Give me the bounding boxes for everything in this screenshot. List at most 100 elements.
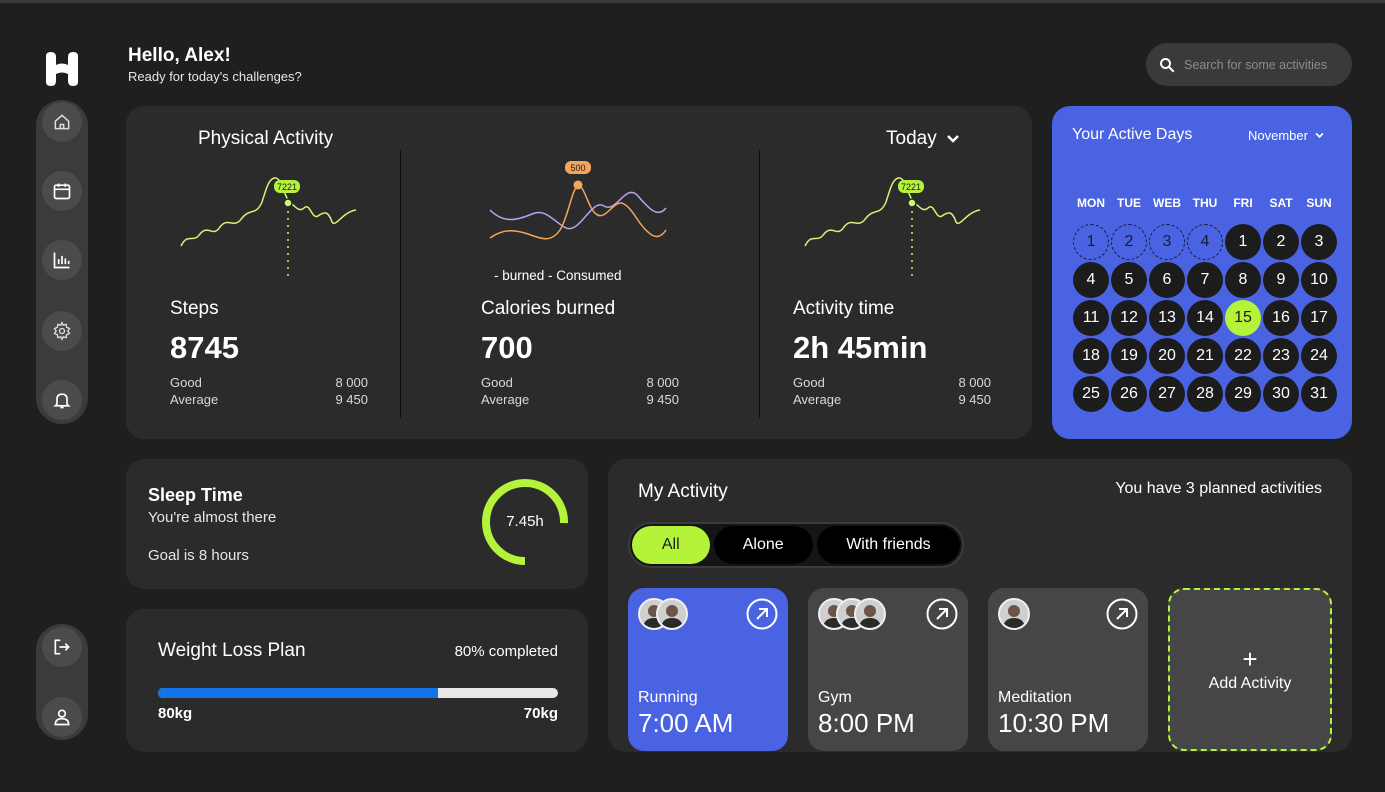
calendar-day[interactable]: 18 [1073, 338, 1109, 374]
activity-filter: All Alone With friends [628, 522, 964, 568]
nav-notifications[interactable] [42, 380, 82, 420]
calendar-day[interactable]: 17 [1301, 300, 1337, 336]
filter-alone[interactable]: Alone [713, 526, 813, 564]
calendar-day[interactable]: 9 [1263, 262, 1299, 298]
calendar-day-today[interactable]: 15 [1225, 300, 1261, 336]
arrow-up-right-icon[interactable] [926, 598, 958, 630]
calendar-day[interactable]: 16 [1263, 300, 1299, 336]
prev-month-day[interactable]: 2 [1111, 224, 1147, 260]
search-input[interactable] [1184, 57, 1334, 72]
calendar-day[interactable]: 21 [1187, 338, 1223, 374]
app-logo [46, 52, 78, 86]
calendar-day[interactable]: 24 [1301, 338, 1337, 374]
calendar-day[interactable]: 23 [1263, 338, 1299, 374]
calendar-day[interactable]: 25 [1073, 376, 1109, 412]
steps-marker-point [283, 198, 293, 208]
calendar-day[interactable]: 14 [1187, 300, 1223, 336]
filter-all[interactable]: All [632, 526, 710, 564]
average-value: 9 450 [646, 392, 679, 407]
profile-button[interactable] [42, 697, 82, 737]
sleep-value: 7.45h [506, 513, 544, 530]
calories-label: Calories burned [481, 298, 616, 319]
calendar-day[interactable]: 22 [1225, 338, 1261, 374]
calendar-day[interactable]: 1 [1225, 224, 1261, 260]
prev-month-day[interactable]: 4 [1187, 224, 1223, 260]
calendar-day[interactable]: 19 [1111, 338, 1147, 374]
activity-time: 8:00 PM [818, 708, 915, 738]
calendar-day[interactable]: 28 [1187, 376, 1223, 412]
calendar-day[interactable]: 27 [1149, 376, 1185, 412]
month-dropdown[interactable]: November [1248, 128, 1325, 143]
weight-loss-progress-bar [158, 688, 558, 698]
activity-time-chart: 7221 [804, 177, 981, 276]
average-label: Average [793, 392, 842, 407]
calendar-day[interactable]: 2 [1263, 224, 1299, 260]
home-icon [54, 114, 70, 130]
steps-value: 8745 [170, 330, 239, 365]
calendar-day[interactable]: 7 [1187, 262, 1223, 298]
chart-icon [53, 252, 70, 269]
weight-start: 80kg [158, 705, 193, 722]
activity-card-running[interactable]: Running 7:00 AM [628, 588, 788, 751]
calendar-day[interactable]: 11 [1073, 300, 1109, 336]
calendar-day[interactable]: 29 [1225, 376, 1261, 412]
activity-card-gym[interactable]: Gym 8:00 PM [808, 588, 968, 751]
activity-line [804, 177, 981, 247]
greeting-subtitle: Ready for today's challenges? [128, 69, 302, 84]
activity-tooltip-bg [898, 180, 924, 193]
consumed-line [489, 185, 667, 240]
user-icon [54, 709, 70, 726]
weekday-label: MON [1077, 196, 1105, 210]
my-activity-card: My Activity You have 3 planned activitie… [608, 459, 1352, 752]
calories-tooltip-bg [565, 161, 591, 174]
activity-name: Running [638, 689, 698, 706]
logout-icon [54, 639, 70, 655]
period-dropdown[interactable]: Today [886, 128, 961, 150]
calendar-title: Your Active Days [1072, 126, 1193, 143]
activity-name: Gym [818, 689, 852, 706]
sleep-progress-ring [482, 479, 568, 565]
calendar-day[interactable]: 8 [1225, 262, 1261, 298]
calories-chart: 500 [489, 161, 667, 240]
avatar [998, 598, 1030, 630]
avatar [656, 598, 688, 630]
calories-value: 700 [481, 330, 533, 365]
good-value: 8 000 [958, 375, 991, 390]
prev-month-day[interactable]: 1 [1073, 224, 1109, 260]
calories-tooltip: 500 [570, 163, 585, 173]
sleep-title: Sleep Time [148, 485, 243, 505]
calendar-day[interactable]: 26 [1111, 376, 1147, 412]
calendar-day[interactable]: 3 [1301, 224, 1337, 260]
calendar-day[interactable]: 31 [1301, 376, 1337, 412]
calendar-day[interactable]: 10 [1301, 262, 1337, 298]
nav-calendar[interactable] [42, 171, 82, 211]
nav-stats[interactable] [42, 240, 82, 280]
arrow-up-right-icon[interactable] [1106, 598, 1138, 630]
burned-line [489, 191, 667, 230]
calendar-day[interactable]: 4 [1073, 262, 1109, 298]
activity-average-row: Average 9 450 [793, 392, 991, 407]
bell-icon [53, 393, 71, 409]
search-box[interactable] [1146, 43, 1352, 86]
period-label: Today [886, 128, 937, 149]
weekday-label: TUE [1117, 196, 1141, 210]
calendar-day[interactable]: 5 [1111, 262, 1147, 298]
calendar-day[interactable]: 12 [1111, 300, 1147, 336]
arrow-up-right-icon[interactable] [746, 598, 778, 630]
nav-settings[interactable] [42, 311, 82, 351]
avatar-portrait [658, 600, 686, 628]
calendar-day[interactable]: 6 [1149, 262, 1185, 298]
activity-card-meditation[interactable]: Meditation 10:30 PM [988, 588, 1148, 751]
calories-good-row: Good 8 000 [481, 375, 679, 390]
calendar-day[interactable]: 13 [1149, 300, 1185, 336]
nav-home[interactable] [42, 102, 82, 142]
logout-button[interactable] [42, 627, 82, 667]
prev-month-day[interactable]: 3 [1149, 224, 1185, 260]
good-value: 8 000 [646, 375, 679, 390]
divider [759, 150, 760, 418]
weight-loss-progress-fill [158, 688, 438, 698]
calendar-day[interactable]: 20 [1149, 338, 1185, 374]
filter-with-friends[interactable]: With friends [816, 526, 960, 564]
calendar-day[interactable]: 30 [1263, 376, 1299, 412]
add-activity-button[interactable]: + Add Activity [1168, 588, 1332, 751]
